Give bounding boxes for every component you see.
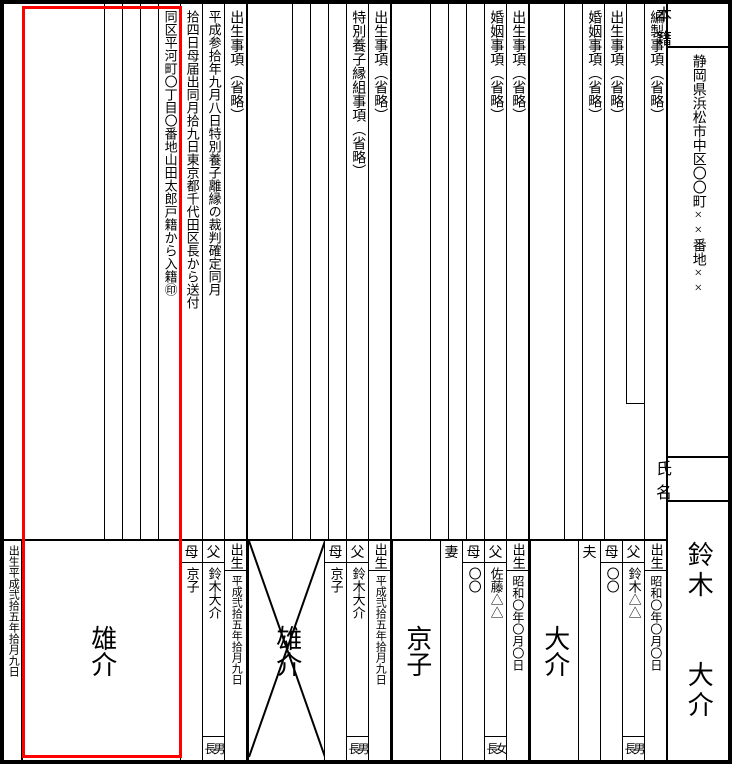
birth-date: 昭和〇年〇月〇日 xyxy=(509,575,526,671)
event-label: 出生事項（省略） xyxy=(606,10,626,533)
koseki-document: 本 籍 静岡県浜松市中区〇〇町××番地×× 氏 名 鈴木 大介 編製事項（省略）… xyxy=(0,0,732,764)
father-name: 鈴木大介 xyxy=(204,567,222,619)
father-name: 佐藤△△ xyxy=(486,567,504,619)
mother-label: 母 xyxy=(185,542,199,562)
birth-date: 平成弐拾五年拾月九日 xyxy=(228,575,243,685)
relation: 長男 xyxy=(348,740,366,757)
person-name: 雄介 xyxy=(268,625,304,677)
birth-label: 出生 xyxy=(646,543,664,569)
event-label: 出生事項（省略） xyxy=(226,10,246,533)
spouse-label: 妻 xyxy=(445,542,459,562)
birth-label: 出生 xyxy=(370,543,388,569)
crossed-person-block: 出生事項（省略） 特別養子縁組事項（省略） 出生 平成弐拾五年拾月九日 父 鈴木… xyxy=(246,4,390,760)
redbox-person-block: 出生事項（省略） 平成参拾年九月八日特別養子離縁の裁判確定同月 拾四日母届出同月… xyxy=(4,4,246,760)
registry-address: 静岡県浜松市中区〇〇町××番地×× xyxy=(688,54,708,450)
person-name: 雄介 xyxy=(83,625,119,677)
mother-name: 京子 xyxy=(326,567,344,593)
relation: 長女 xyxy=(486,740,504,757)
event-label: 婚姻事項（省略） xyxy=(584,10,604,533)
father-label: 父 xyxy=(489,542,503,562)
father-label: 父 xyxy=(207,542,221,562)
mother-name: 京子 xyxy=(182,567,200,593)
event-text: 拾四日母届出同月拾九日東京都千代田区長から送付 xyxy=(182,10,200,533)
event-label: 出生事項（省略） xyxy=(370,10,390,533)
birth-date: 平成弐拾五年拾月九日 xyxy=(372,575,387,685)
father-label: 父 xyxy=(351,542,365,562)
honseki-label: 本 籍 xyxy=(668,4,728,48)
name-label: 氏 名 xyxy=(668,458,728,502)
event-label: 出生事項（省略） xyxy=(508,10,528,533)
mother-label: 母 xyxy=(329,542,343,562)
birth-label: 出生 xyxy=(226,543,244,569)
person-name: 大介 xyxy=(536,625,572,677)
event-label: 婚姻事項（省略） xyxy=(486,10,506,533)
household-head: 鈴木 大介 xyxy=(680,541,716,721)
birth-date: 昭和〇年〇月〇日 xyxy=(647,575,664,671)
event-text: 同区平河町〇丁目〇番地山田太郎戸籍から入籍㊞ xyxy=(160,10,178,533)
relation: 長男 xyxy=(204,740,222,757)
event-text: 平成参拾年九月八日特別養子離縁の裁判確定同月 xyxy=(204,10,222,533)
mother-name: 〇〇 xyxy=(464,567,482,593)
birth-label: 出生 xyxy=(508,543,526,569)
mother-label: 母 xyxy=(467,542,481,562)
event-label: 特別養子縁組事項（省略） xyxy=(348,10,368,533)
father-name: 鈴木△△ xyxy=(624,567,642,619)
spouse-label: 夫 xyxy=(583,542,597,562)
header-column: 本 籍 静岡県浜松市中区〇〇町××番地×× 氏 名 鈴木 大介 xyxy=(666,4,728,760)
left-extra: 出生平成弐拾五年拾月九日 xyxy=(5,545,20,677)
father-label: 父 xyxy=(627,542,641,562)
relation: 長男 xyxy=(624,740,642,757)
father-name: 鈴木大介 xyxy=(348,567,366,619)
person-name: 京子 xyxy=(398,625,434,677)
mother-label: 母 xyxy=(605,542,619,562)
mother-name: 〇〇 xyxy=(602,567,620,593)
